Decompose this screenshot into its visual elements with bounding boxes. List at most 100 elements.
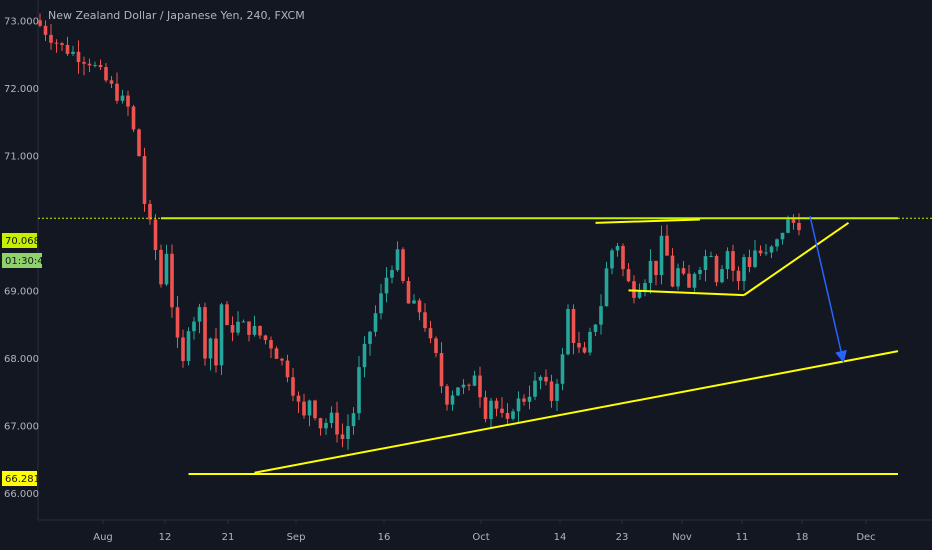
candle [175,296,180,348]
x-tick-label: 11 [736,532,749,543]
candle [236,311,240,336]
candle [131,104,136,133]
plot-area[interactable] [38,13,801,450]
candle [412,294,416,304]
candle [764,244,768,256]
countdown-label: 01:30:49 [5,256,50,267]
candle [49,24,53,50]
candle [43,20,48,42]
candle [472,370,477,387]
candle [428,320,433,344]
candle [417,298,422,321]
breakdown-arrow[interactable] [809,215,847,363]
candle [676,263,680,291]
candle [577,331,581,353]
candle [538,375,543,390]
candle [489,397,493,428]
candle [362,336,367,378]
candle [384,266,389,303]
x-tick-label: Dec [856,532,875,543]
y-tick-label: 68.000 [4,354,39,365]
candle [450,390,455,411]
x-tick-label: Aug [93,532,113,543]
candle [769,245,774,258]
y-axis[interactable]: 73.000 72.000 71.000 69.000 68.000 67.000 66.0… [4,16,39,500]
candle [390,265,394,284]
candle [406,277,411,304]
candle [379,283,383,320]
candle [164,244,169,286]
candle [373,305,378,337]
candle [258,325,262,339]
candle [329,406,334,429]
candle [170,244,174,318]
x-tick-label: 21 [222,532,235,543]
candle [219,302,224,375]
candle [142,147,147,212]
candle [346,414,350,450]
candle [522,394,526,406]
chart-title: New Zealand Dollar / Japanese Yen, 240, … [48,9,305,22]
candle [148,199,152,225]
candle [230,316,235,342]
candle [368,330,372,356]
candle [98,59,103,70]
candle [742,254,746,291]
candle [395,241,400,272]
candle [54,39,59,53]
candle [208,337,213,371]
candle [747,249,752,273]
candle [654,260,658,286]
candle [610,248,614,275]
candle [269,336,273,359]
candle [340,423,345,448]
candle [71,45,75,57]
candle [93,61,97,68]
candle [181,329,185,368]
triangle-support-line[interactable] [743,222,850,296]
x-tick-label: Oct [472,532,489,543]
candle [274,346,279,359]
candle [65,36,70,56]
candle [709,251,713,258]
candle [203,302,207,366]
candle [500,397,504,418]
candle [720,265,724,284]
rising-trendline[interactable] [254,350,899,474]
countdown-badge: 01:30:49 [2,253,50,268]
candle [296,391,301,413]
candle [549,374,554,408]
candle [357,356,361,420]
candle [186,327,191,366]
candle [302,393,306,419]
last-price-label: 70.068 [5,236,40,247]
candle [434,336,438,358]
x-axis[interactable]: Aug 12 21 Sep 16 Oct 14 23 Nov 11 18 Dec [93,520,876,543]
candle [725,247,730,280]
candle [126,90,130,116]
candle [461,379,466,395]
candle [780,232,785,245]
candle [527,385,532,410]
candle [582,342,587,354]
range-top-line[interactable] [595,218,701,224]
candle [544,369,548,386]
candle [351,407,356,435]
candle [593,323,598,337]
candle [643,279,647,297]
candle [252,315,257,337]
candle [137,128,141,157]
candle [615,243,620,257]
range-bottom-line[interactable] [628,289,745,297]
candle [197,303,202,334]
y-tick-label: 73.000 [4,16,39,27]
y-tick-label: 69.000 [4,286,39,297]
y-tick-label: 71.000 [4,151,39,162]
drawings-layer[interactable] [38,215,932,476]
candle [456,387,460,397]
candle [109,76,114,88]
candle [753,239,757,269]
candle [692,272,697,292]
